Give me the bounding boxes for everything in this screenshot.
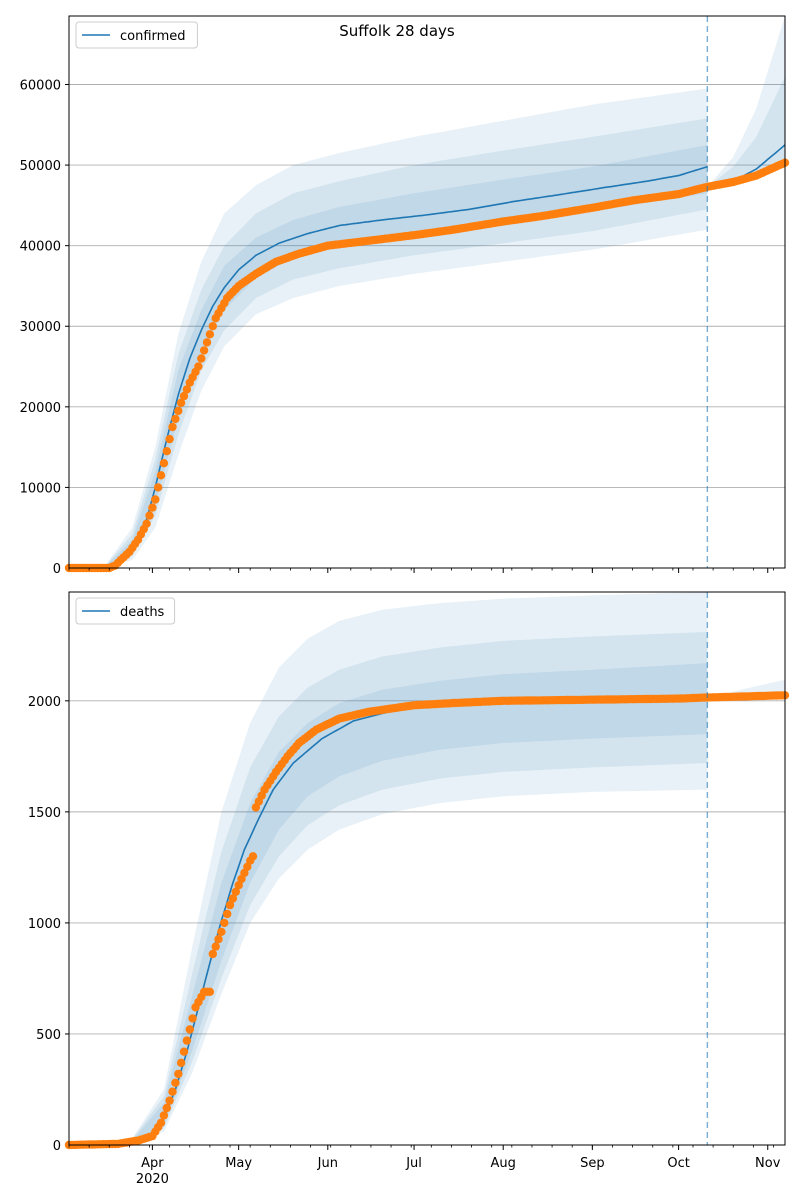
legend: deaths [75, 597, 176, 625]
observed-point [176, 398, 186, 407]
y-tick-label: 500 [36, 1028, 61, 1043]
observed-point [153, 483, 163, 492]
x-tick-label: Jun [317, 1156, 338, 1171]
x-tick-label: Oct [667, 1156, 689, 1171]
y-tick-label: 40000 [20, 240, 61, 255]
observed-point [165, 1096, 174, 1105]
observed-point [156, 1118, 166, 1128]
y-tick-label: 50000 [20, 159, 61, 174]
uncertainty-band [69, 592, 708, 1145]
observed-point [179, 391, 189, 401]
y-tick-label: 2000 [28, 695, 61, 710]
plot-frame [68, 15, 786, 569]
observed-point [208, 322, 217, 331]
observed-point [220, 918, 229, 928]
observed-point [156, 471, 166, 480]
x-tick-label: Aug [491, 1156, 516, 1171]
x-tick-label: Apr [141, 1156, 164, 1171]
observed-point [182, 385, 192, 394]
observed-point [188, 1014, 197, 1023]
observed-point [148, 503, 157, 512]
observed-point [162, 1103, 171, 1113]
observed-point [179, 1047, 189, 1056]
y-tick-label: 60000 [20, 78, 61, 93]
y-tick-label: 30000 [20, 320, 61, 335]
legend-box [75, 597, 176, 625]
observed-point [202, 338, 212, 347]
x-tick-label: Nov [755, 1156, 781, 1171]
legend: confirmed [75, 21, 198, 49]
x-tick-label: May [225, 1156, 252, 1171]
observed-point [185, 1025, 194, 1034]
observed-point [159, 459, 169, 468]
observed-point [174, 406, 183, 416]
legend-label: deaths [120, 605, 165, 620]
observed-point [176, 1058, 186, 1068]
y-tick-label: 0 [53, 562, 61, 577]
observed-point [194, 362, 203, 371]
y-tick-label: 0 [53, 1139, 61, 1154]
x-year-label: 2020 [136, 1172, 169, 1187]
observed-point [217, 927, 226, 936]
observed-point [171, 414, 180, 424]
observed-point [205, 330, 215, 339]
observed-point [174, 1069, 183, 1079]
uncertainty-band [69, 118, 708, 569]
observed-point [208, 949, 217, 959]
observed-point [162, 447, 171, 456]
observed-point [171, 1078, 180, 1088]
observed-point [151, 495, 160, 504]
observed-point [142, 519, 151, 528]
y-tick-label: 1000 [28, 917, 61, 932]
chart-title: Suffolk 28 days [339, 22, 455, 40]
uncertainty-band [69, 144, 708, 568]
uncertainty-band [69, 663, 708, 1145]
legend-label: confirmed [120, 29, 186, 44]
plot-frame [68, 591, 786, 1146]
uncertainty-band [707, 16, 785, 187]
y-tick-label: 10000 [20, 481, 61, 496]
observed-point [199, 346, 209, 355]
observed-point [197, 354, 206, 363]
observed-point [168, 1087, 177, 1096]
uncertainty-band [69, 88, 708, 568]
observed-points [64, 691, 790, 1150]
x-tick-label: Jul [405, 1156, 422, 1171]
observed-point [225, 900, 235, 910]
y-tick-label: 1500 [28, 806, 61, 821]
observed-point [231, 887, 240, 896]
confirmed-panel: 0 10000 20000 30000 40000 50000 60000 confirmed [20, 15, 790, 577]
observed-point [205, 987, 215, 996]
x-tick-label: Sep [580, 1156, 605, 1171]
uncertainty-band [707, 76, 785, 187]
observed-point [214, 935, 223, 944]
deaths-panel: 0 500 1000 1500 2000 Apr May Jun Jul Aug Sep Oct Nov… [28, 591, 790, 1187]
y-tick-label: 20000 [20, 401, 61, 416]
observed-point [182, 1036, 192, 1045]
observed-point [211, 942, 220, 951]
observed-point [165, 434, 174, 444]
observed-point [159, 1111, 169, 1120]
observed-points [64, 158, 790, 573]
legend-box [75, 21, 198, 49]
observed-point [168, 422, 177, 432]
model-line-confirmed [69, 165, 708, 569]
observed-point [223, 909, 232, 919]
observed-point [145, 511, 154, 520]
observed-point [248, 852, 258, 861]
observed-point [228, 894, 238, 903]
uncertainty-band [69, 632, 708, 1145]
